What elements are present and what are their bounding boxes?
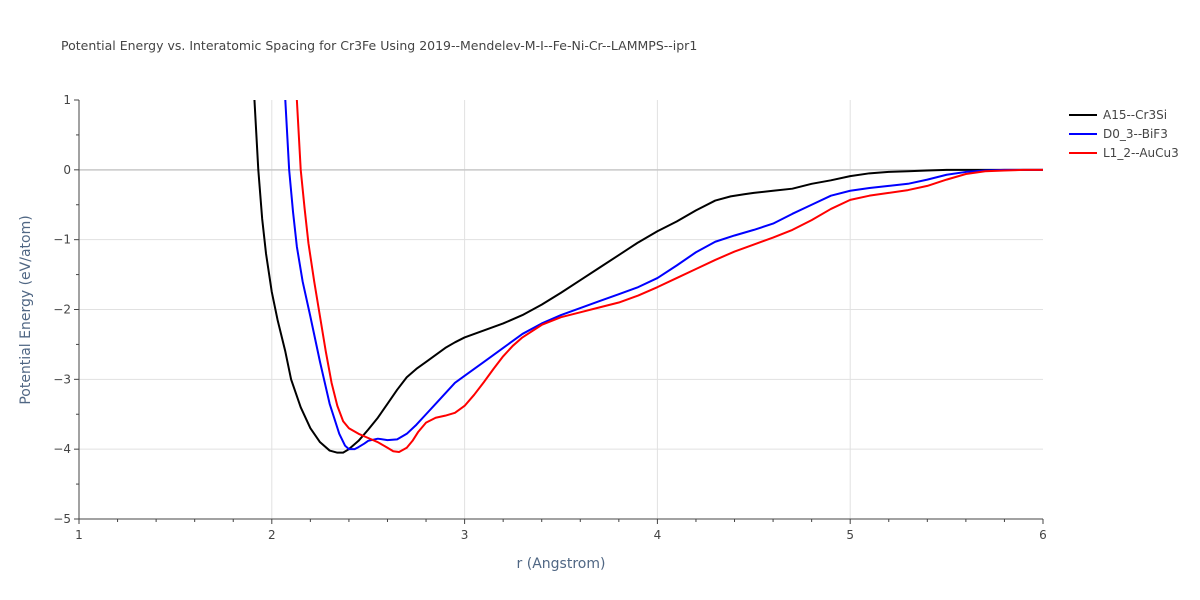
- series-line-3: [295, 100, 1043, 453]
- tick-label-layer: 1 2 3 4 5 6 1 0 −1 −2 −3 −4 −5: [53, 93, 1047, 542]
- legend-label: D0_3--BiF3: [1103, 127, 1168, 141]
- axis-layer: [74, 99, 1044, 524]
- legend-item: L1_2--AuCu3: [1069, 146, 1179, 160]
- y-tick-label: −2: [53, 303, 71, 317]
- legend: A15--Cr3Si D0_3--BiF3 L1_2--AuCu3: [1069, 108, 1179, 160]
- x-tick-label: 5: [846, 528, 854, 542]
- x-tick-label: 4: [654, 528, 662, 542]
- y-tick-label: −4: [53, 442, 71, 456]
- legend-item: A15--Cr3Si: [1069, 108, 1167, 122]
- series-layer: [253, 100, 1043, 454]
- x-tick-label: 3: [461, 528, 469, 542]
- y-tick-label: −1: [53, 233, 71, 247]
- legend-label: L1_2--AuCu3: [1103, 146, 1179, 160]
- x-tick-label: 1: [75, 528, 83, 542]
- chart-title: Potential Energy vs. Interatomic Spacing…: [61, 38, 697, 53]
- legend-item: D0_3--BiF3: [1069, 127, 1168, 141]
- x-tick-label: 2: [268, 528, 276, 542]
- y-tick-label: 0: [63, 163, 71, 177]
- series-line-2: [284, 100, 1043, 451]
- y-tick-label: 1: [63, 93, 71, 107]
- y-axis-title: Potential Energy (eV/atom): [18, 215, 34, 404]
- x-tick-label: 6: [1039, 528, 1047, 542]
- series-line-1: [253, 100, 1043, 454]
- legend-label: A15--Cr3Si: [1103, 108, 1167, 122]
- grid-layer: [79, 100, 1043, 519]
- y-tick-label: −3: [53, 372, 71, 386]
- y-tick-label: −5: [53, 512, 71, 526]
- x-axis-title: r (Angstrom): [517, 556, 606, 572]
